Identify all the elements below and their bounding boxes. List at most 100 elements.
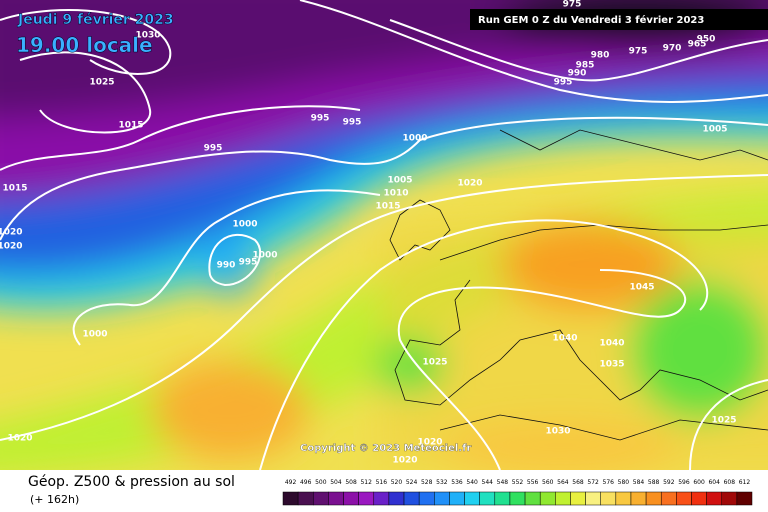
colorbar-swatch [509, 491, 526, 506]
colorbar-swatch [358, 491, 375, 506]
colorbar-tick: 612 [739, 479, 751, 486]
isobar-label: 1040 [552, 334, 577, 344]
run-info: Run GEM 0 Z du Vendredi 3 février 2023 [478, 14, 704, 26]
colorbar-tick: 516 [376, 479, 388, 486]
colorbar-tick: 548 [497, 479, 509, 486]
colorbar-tick: 580 [618, 479, 630, 486]
colorbar-tick: 496 [300, 479, 312, 486]
colorbar-tick: 520 [391, 479, 403, 486]
colorbar-swatch [691, 491, 707, 506]
isobar-label: 1020 [7, 434, 32, 444]
colorbar-tick: 540 [466, 479, 478, 486]
colorbar-swatch [313, 491, 329, 506]
time: 19.00 locale [16, 33, 153, 57]
isobar-label: 1000 [402, 134, 427, 144]
colorbar-tick: 568 [572, 479, 584, 486]
colorbar-tick: 536 [451, 479, 463, 486]
colorbar-tick: 500 [315, 479, 327, 486]
isobar-label: 990 [217, 261, 236, 271]
colorbar-swatch [600, 491, 617, 506]
colorbar-swatch [539, 491, 556, 506]
colorbar-swatch [464, 491, 480, 506]
isobar-label: 1015 [375, 202, 400, 212]
isobar-label: 1025 [89, 78, 114, 88]
run-banner [470, 9, 768, 30]
colorbar-swatch [282, 491, 299, 506]
colorbar-tick: 492 [285, 479, 297, 486]
isobar-label: 1000 [82, 330, 107, 340]
colorbar-swatch [615, 491, 632, 506]
isobar-label: 1035 [599, 360, 624, 370]
isobar-label: 970 [663, 44, 682, 54]
isobar-label: 1010 [383, 189, 408, 199]
isobar-label: 1015 [118, 121, 143, 131]
isobars [0, 0, 768, 470]
copyright: Copyright © 2023 Meteociel.fr [300, 443, 471, 454]
colorbar-tick: 504 [330, 479, 342, 486]
colorbar-tick: 556 [527, 479, 539, 486]
colorbar-tick: 512 [360, 479, 372, 486]
colorbar-tick: 604 [708, 479, 720, 486]
isobar-label: 1000 [232, 220, 257, 230]
colorbar-swatch [418, 491, 435, 506]
colorbar-swatch [343, 491, 359, 506]
isobar-label: 995 [204, 144, 223, 154]
colorbar-tick: 524 [406, 479, 418, 486]
colorbar-tick: 576 [603, 479, 615, 486]
colorbar-swatch [630, 491, 647, 506]
isobar-label: 1005 [702, 125, 727, 135]
colorbar-swatch [403, 491, 420, 506]
colorbar-tick: 528 [421, 479, 433, 486]
colorbar-swatch [570, 491, 586, 506]
isobar-label: 1030 [135, 31, 160, 41]
colorbar-swatch [660, 491, 677, 506]
colorbar-swatch [645, 491, 662, 506]
colorbar-swatch [494, 491, 511, 506]
colorbar-tick: 600 [693, 479, 705, 486]
isobar-label: 1005 [387, 176, 412, 186]
colorbar-swatch [328, 491, 344, 506]
isobar-label: 1015 [2, 184, 27, 194]
date: Jeudi 9 février 2023 [17, 12, 174, 28]
colorbar-swatch [449, 491, 465, 506]
colorbar-swatch [676, 491, 692, 506]
colorbar-swatch [585, 491, 601, 506]
colorbar-swatch [706, 491, 722, 506]
colorbar-tick: 532 [436, 479, 448, 486]
isobar-label: 995 [554, 78, 573, 88]
isobar-label: 965 [688, 40, 707, 50]
colorbar-swatch [524, 491, 541, 506]
colorbar-tick: 508 [345, 479, 357, 486]
isobar-label-layer: 1030 1025 1015 1015 1020 1020 995 995 995 1000 102… [0, 0, 737, 466]
isobar-label: 1020 [0, 228, 23, 238]
isobar-label: 1030 [545, 427, 570, 437]
colorbar-tick: 552 [512, 479, 524, 486]
isobar-label: 980 [591, 51, 610, 61]
isobar-label: 995 [311, 114, 330, 124]
colorbar-tick: 564 [557, 479, 569, 486]
isobar-label: 1040 [599, 339, 624, 349]
colorbar-tick: 592 [663, 479, 675, 486]
field: 1030 1025 1015 1015 1020 1020 995 995 995 1000 102… [0, 0, 768, 470]
isobar-label: 990 [568, 69, 587, 79]
colorbar-tick: 544 [482, 479, 494, 486]
colorbar-tick: 560 [542, 479, 554, 486]
isobar-label: 1000 [252, 251, 277, 261]
isobar-label: 975 [629, 47, 648, 57]
footer-lead: (+ 162h) [30, 493, 79, 506]
colorbar-swatch [479, 491, 496, 506]
colorbar-swatch [434, 491, 450, 506]
isobar-label: 1020 [457, 179, 482, 189]
isobar-label: 975 [563, 0, 582, 10]
colorbar-tick: 596 [678, 479, 690, 486]
colorbar-swatch [736, 491, 753, 506]
colorbar-swatch [297, 491, 314, 506]
isobar-label: 1025 [711, 416, 736, 426]
colorbar-swatch [388, 491, 405, 506]
colorbar: 492 496 500 504 508 512 516 520 524 528 532 536 540 5… [282, 479, 753, 506]
colorbar-swatch [721, 491, 738, 506]
colorbar-tick: 608 [724, 479, 736, 486]
isobar-label: 1045 [629, 283, 654, 293]
colorbar-tick: 572 [587, 479, 599, 486]
